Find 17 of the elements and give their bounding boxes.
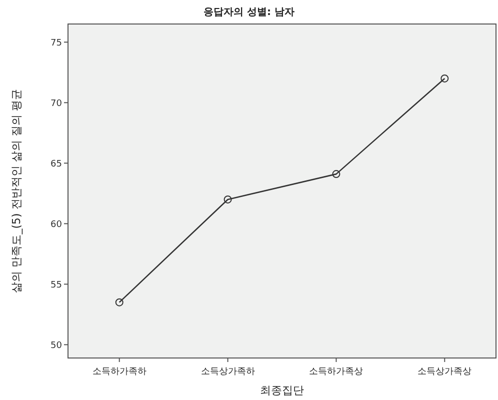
x-tick-label: 소득상가족하 — [200, 367, 255, 377]
x-tick-label: 소득하가족상 — [309, 367, 364, 377]
point — [332, 170, 340, 178]
y-tick-label: 50 — [50, 340, 62, 351]
y-tick-label: 55 — [50, 280, 62, 290]
point — [224, 195, 232, 204]
y-tick-label: 65 — [50, 159, 62, 170]
y-axis-title: 삶의 만족도_(5) 전반적인 삶의 질의 평균 — [10, 89, 23, 293]
point — [115, 298, 124, 306]
chart-title: 응답자의 성별: 남자 — [204, 7, 294, 18]
point — [440, 74, 449, 82]
y-tick-label: 75 — [50, 38, 62, 48]
x-tick-label: 소득상가족상 — [418, 367, 472, 377]
y-tick-label: 70 — [50, 98, 62, 109]
x-axis-title: 최종집단 — [260, 384, 304, 397]
x-tick-label: 소득하가족하 — [92, 367, 146, 377]
y-tick-label: 60 — [50, 220, 62, 230]
